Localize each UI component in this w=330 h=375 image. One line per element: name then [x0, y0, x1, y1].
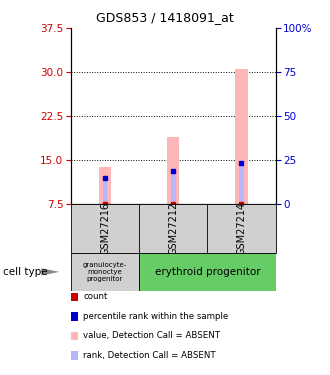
Bar — [99, 167, 111, 204]
Bar — [239, 163, 244, 204]
Text: value, Detection Call = ABSENT: value, Detection Call = ABSENT — [83, 332, 220, 340]
Text: GDS853 / 1418091_at: GDS853 / 1418091_at — [96, 11, 234, 24]
Bar — [235, 69, 248, 204]
Text: GSM27212: GSM27212 — [168, 202, 178, 255]
Bar — [103, 178, 108, 204]
Text: cell type: cell type — [3, 267, 48, 277]
Polygon shape — [41, 268, 59, 276]
Text: GSM27216: GSM27216 — [100, 202, 110, 255]
Text: GSM27214: GSM27214 — [237, 202, 247, 255]
Text: granulocyte-
monoctye
progenitor: granulocyte- monoctye progenitor — [83, 262, 127, 282]
Bar — [171, 171, 176, 204]
Text: percentile rank within the sample: percentile rank within the sample — [83, 312, 228, 321]
Text: count: count — [83, 292, 108, 302]
Bar — [167, 137, 180, 204]
Bar — [139, 253, 276, 291]
Text: erythroid progenitor: erythroid progenitor — [154, 267, 260, 277]
Text: rank, Detection Call = ABSENT: rank, Detection Call = ABSENT — [83, 351, 216, 360]
Bar — [71, 253, 139, 291]
